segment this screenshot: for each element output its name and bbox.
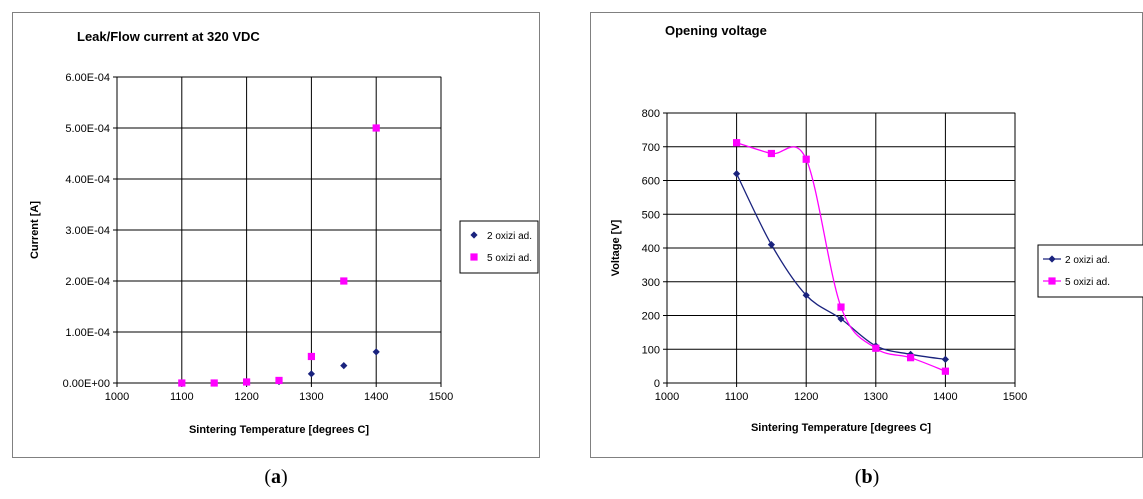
y-tick-label: 0.00E+00 [63,378,110,390]
x-tick-label: 1100 [725,391,749,403]
y-tick-label: 600 [642,176,660,188]
chart-panel-a: Leak/Flow current at 320 VDC 0.00E+00 1.00… [12,12,540,458]
x-tick-label: 1300 [299,391,323,403]
y-tick-label: 200 [642,311,660,323]
y-tick-label: 100 [642,344,660,356]
chart-a-svg: Leak/Flow current at 320 VDC 0.00E+00 1.00… [29,29,539,436]
legend-box [1037,244,1143,298]
x-tick-label: 1000 [655,391,679,403]
legend-label: 2 oxizi ad. [1065,255,1110,266]
data-point [941,355,949,363]
y-tick-label: 400 [642,243,660,255]
legend-label: 5 oxizi ad. [487,253,532,264]
legend-label: 2 oxizi ad. [487,231,532,242]
caption-b: (b) [854,466,880,488]
data-point [767,149,775,158]
data-point [372,124,380,132]
data-point [733,139,741,147]
chart-title: Opening voltage [665,23,767,38]
series-1 [733,139,949,375]
x-tick-label: 1100 [170,391,194,403]
data-point [941,367,949,375]
y-tick-label: 300 [642,277,660,289]
caption-a: (a) [264,466,288,488]
x-tick-label: 1200 [794,391,818,403]
chart-panel-b: Opening voltage 0 100 200 300 400 500 600 700 800… [590,12,1143,458]
data-point [837,315,845,323]
y-tick-label: 2.00E-04 [65,276,110,288]
y-tick-label: 3.00E-04 [65,225,110,237]
y-tick-label: 1.00E-04 [65,327,110,339]
data-point [872,344,880,352]
data-point [307,370,315,378]
gridlines [116,76,442,384]
legend: 2 oxizi ad. 5 oxizi ad. [1037,244,1143,298]
chart-b-svg: Opening voltage 0 100 200 300 400 500 600 700 800… [610,23,1143,434]
y-tick-label: 5.00E-04 [65,123,110,135]
gridlines [666,112,1016,384]
data-point [243,378,251,386]
x-axis-title: Sintering Temperature [degrees C] [751,422,931,434]
legend-box [459,220,539,274]
y-axis-title: Voltage [V] [610,219,622,276]
y-tick-label: 700 [642,142,660,154]
y-tick-label: 800 [642,108,660,120]
data-point [307,352,315,361]
legend-label: 5 oxizi ad. [1065,277,1110,288]
chart-title: Leak/Flow current at 320 VDC [77,29,260,44]
legend-marker [1048,277,1056,285]
data-point [907,354,915,362]
y-tick-label: 4.00E-04 [65,174,110,186]
x-tick-label: 1200 [234,391,258,403]
data-point [275,376,283,385]
data-point [210,379,218,387]
series-1 [178,124,380,387]
data-point [802,155,810,163]
x-tick-label: 1400 [933,391,957,403]
x-tick-label: 1500 [1003,391,1027,403]
data-point [178,379,186,387]
x-tick-label: 1400 [364,391,388,403]
x-tick-label: 1500 [429,391,453,403]
legend-marker [470,253,478,261]
x-tick-label: 1300 [864,391,888,403]
data-point [340,362,348,370]
data-point [340,277,348,285]
y-tick-label: 500 [642,209,660,221]
y-axis-title: Current [A] [29,201,41,259]
x-tick-label: 1000 [105,391,129,403]
data-point [837,303,845,311]
data-point [802,291,810,299]
legend-marker [470,231,478,239]
data-point [372,348,380,356]
y-tick-label: 0 [654,378,660,390]
y-tick-label: 6.00E-04 [65,72,110,84]
x-axis-title: Sintering Temperature [degrees C] [189,424,369,436]
legend: 2 oxizi ad. 5 oxizi ad. [459,220,539,274]
